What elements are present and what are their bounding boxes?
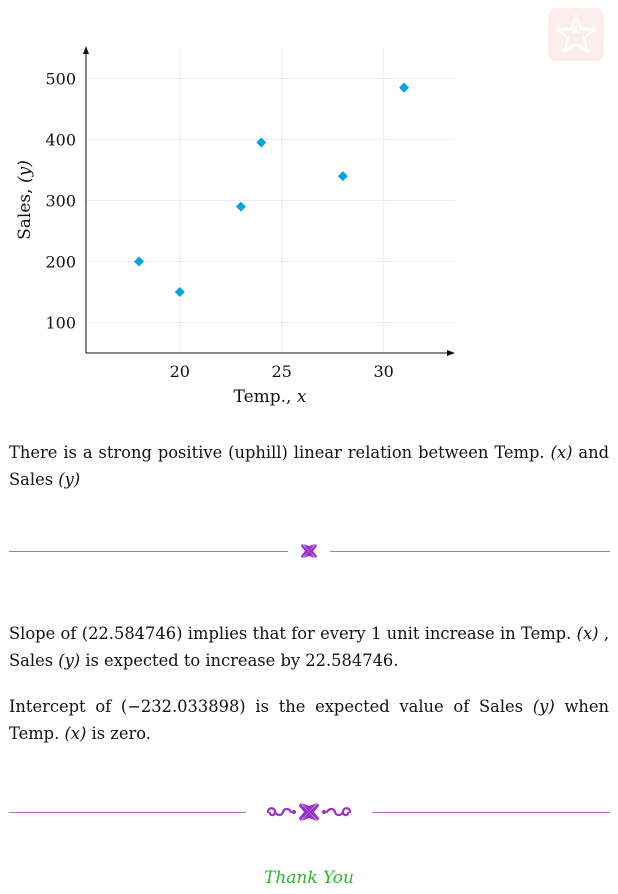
y-tick-label: 200 <box>45 253 76 272</box>
data-point <box>174 287 185 297</box>
chart-ticks: 20 25 30 100 200 300 400 500 <box>45 70 393 382</box>
scatter-chart: 20 25 30 100 200 300 400 500 Temp., x Sales, (y… <box>15 46 455 407</box>
y-tick-label: 300 <box>45 192 76 211</box>
chart-grid <box>86 48 455 353</box>
x-axis-arrow <box>447 350 455 356</box>
data-point <box>134 256 145 267</box>
slope-paragraph: Slope of (22.584746) implies that for ev… <box>9 624 609 670</box>
y-axis-arrow <box>83 46 89 54</box>
x-tick-label: 20 <box>170 362 190 381</box>
data-point <box>256 137 267 148</box>
thank-you-text: Thank You <box>263 868 354 888</box>
y-tick-label: 400 <box>45 131 76 150</box>
chart-axes <box>83 46 455 356</box>
data-point <box>337 171 348 182</box>
y-axis-label: Sales, (y) <box>15 160 35 240</box>
data-point <box>399 82 410 93</box>
flourish-ornament-icon <box>266 803 352 821</box>
divider-line-right <box>330 551 610 552</box>
chart-points <box>134 82 410 297</box>
x-axis-label: Temp., x <box>234 387 307 407</box>
star-logo <box>548 8 604 61</box>
y-tick-label: 500 <box>45 70 76 89</box>
data-point <box>235 201 246 212</box>
relation-paragraph: There is a strong positive (uphill) line… <box>9 443 609 489</box>
footer-divider-line-right <box>372 812 610 813</box>
divider-line-left <box>9 551 288 552</box>
x-tick-label: 25 <box>272 362 292 381</box>
x-tick-label: 30 <box>373 362 393 381</box>
footer-divider-line-left <box>9 812 246 813</box>
intercept-paragraph: Intercept of (−232.033898) is the expect… <box>9 697 609 743</box>
y-tick-label: 100 <box>45 314 76 333</box>
cross-ornament-icon <box>301 544 317 558</box>
